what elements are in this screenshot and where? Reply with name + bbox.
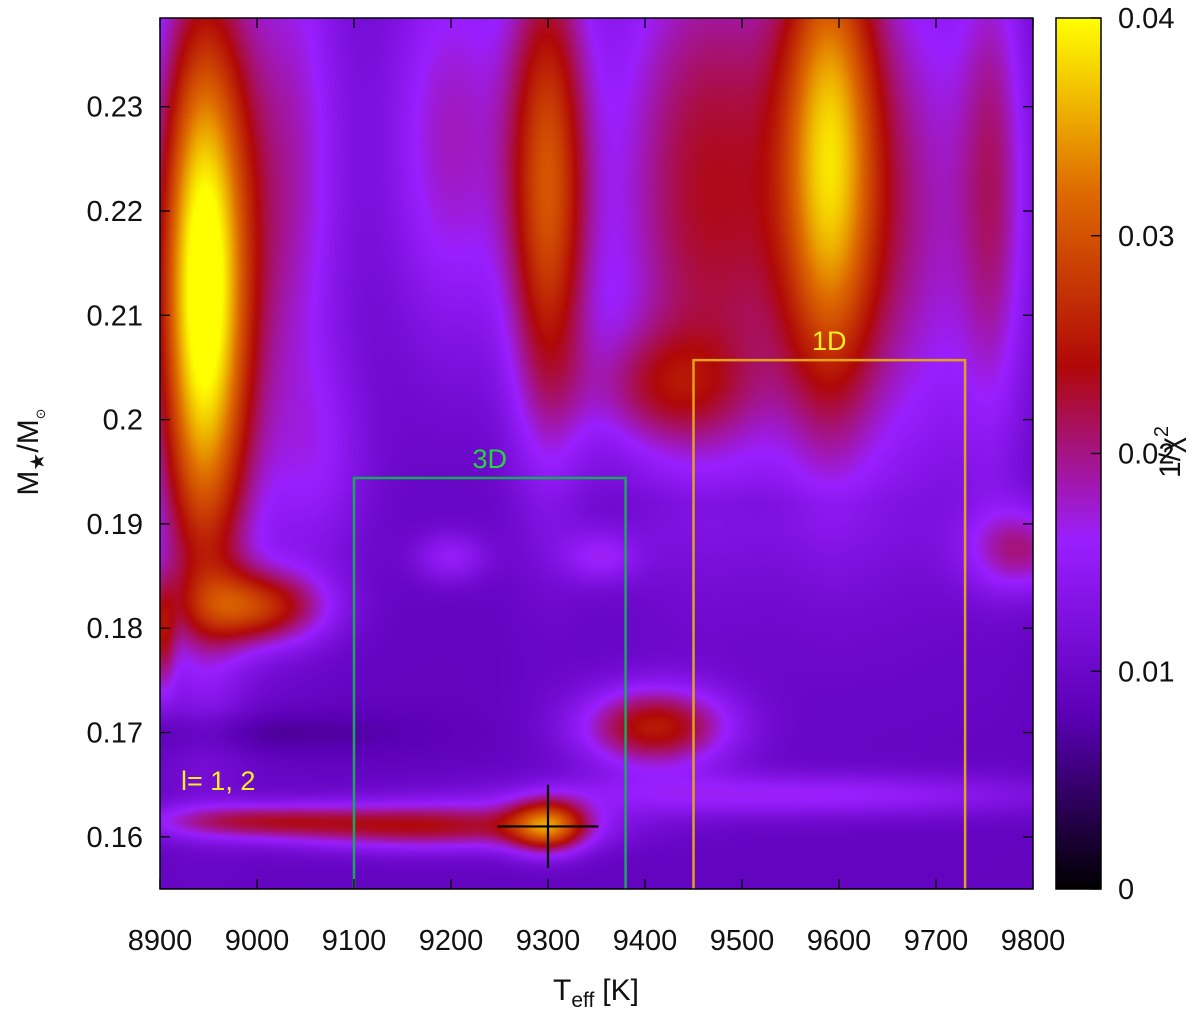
colorbar-tick-label: 0.01 <box>1118 656 1174 688</box>
y-axis-title: M★/M⊙ <box>12 408 49 495</box>
x-tick-label: 9800 <box>1001 925 1066 957</box>
y-tick-label: 0.16 <box>87 822 143 854</box>
star-symbol: ★ <box>27 453 49 471</box>
x-axis-subscript: eff <box>571 989 594 1012</box>
x-tick-label: 9100 <box>322 925 387 957</box>
box-1d <box>692 358 967 889</box>
y-axis-ticks: 0.16 0.17 0.18 0.19 0.2 0.21 0.22 0.23 <box>87 92 1033 854</box>
y-tick-label: 0.18 <box>87 613 143 645</box>
colorbar-tick-label: 0.02 <box>1118 439 1174 471</box>
best-fit-marker <box>497 784 599 869</box>
svg-text:1/χ2: 1/χ2 <box>1151 426 1187 478</box>
y-axis-quantity: M <box>12 471 45 496</box>
degree-annotation: l= 1, 2 <box>181 766 255 796</box>
colorbar-tick-label: 0.03 <box>1118 221 1174 253</box>
y-tick-label: 0.17 <box>87 718 143 750</box>
box-3d <box>352 476 627 889</box>
y-tick-label: 0.2 <box>103 405 143 437</box>
y-tick-label: 0.21 <box>87 300 143 332</box>
colorbar-title: 1/χ2 <box>1151 426 1187 478</box>
x-axis-unit: [K] <box>602 974 639 1007</box>
colorbar-tick-label: 0 <box>1118 874 1134 906</box>
x-axis-title: Teff [K] <box>553 974 639 1012</box>
x-axis-ticks: 8900 9000 9100 9200 9300 9400 9500 9600 9700 9800 <box>128 18 1066 957</box>
plot-frame <box>159 17 1034 890</box>
x-tick-label: 9500 <box>710 925 775 957</box>
heatmap-image <box>160 18 1033 889</box>
x-tick-label: 9400 <box>613 925 678 957</box>
colorbar-ticks: 0 0.01 0.02 0.03 0.04 <box>1091 3 1174 906</box>
y-tick-label: 0.23 <box>87 92 143 124</box>
x-tick-label: 9300 <box>516 925 581 957</box>
annotations: 3D 1D l= 1, 2 <box>181 326 847 796</box>
colorbar-tick-label: 0.04 <box>1118 3 1174 35</box>
x-tick-label: 8900 <box>128 925 193 957</box>
y-axis-slash: /M <box>12 419 45 452</box>
y-tick-label: 0.22 <box>87 196 143 228</box>
sun-symbol: ⊙ <box>33 408 48 419</box>
svg-text:M★/M⊙: M★/M⊙ <box>12 408 49 495</box>
colorbar-label: 1/χ <box>1154 437 1187 478</box>
box-label-3d: 3D <box>473 444 508 474</box>
box-label-1d: 1D <box>812 326 847 356</box>
model-boxes <box>352 358 967 889</box>
x-tick-label: 9700 <box>904 925 969 957</box>
x-tick-label: 9200 <box>419 925 484 957</box>
colorbar-label-exp: 2 <box>1151 426 1173 437</box>
x-tick-label: 9000 <box>225 925 290 957</box>
x-tick-label: 9600 <box>807 925 872 957</box>
y-tick-label: 0.19 <box>87 509 143 541</box>
x-axis-quantity: T <box>553 974 571 1007</box>
